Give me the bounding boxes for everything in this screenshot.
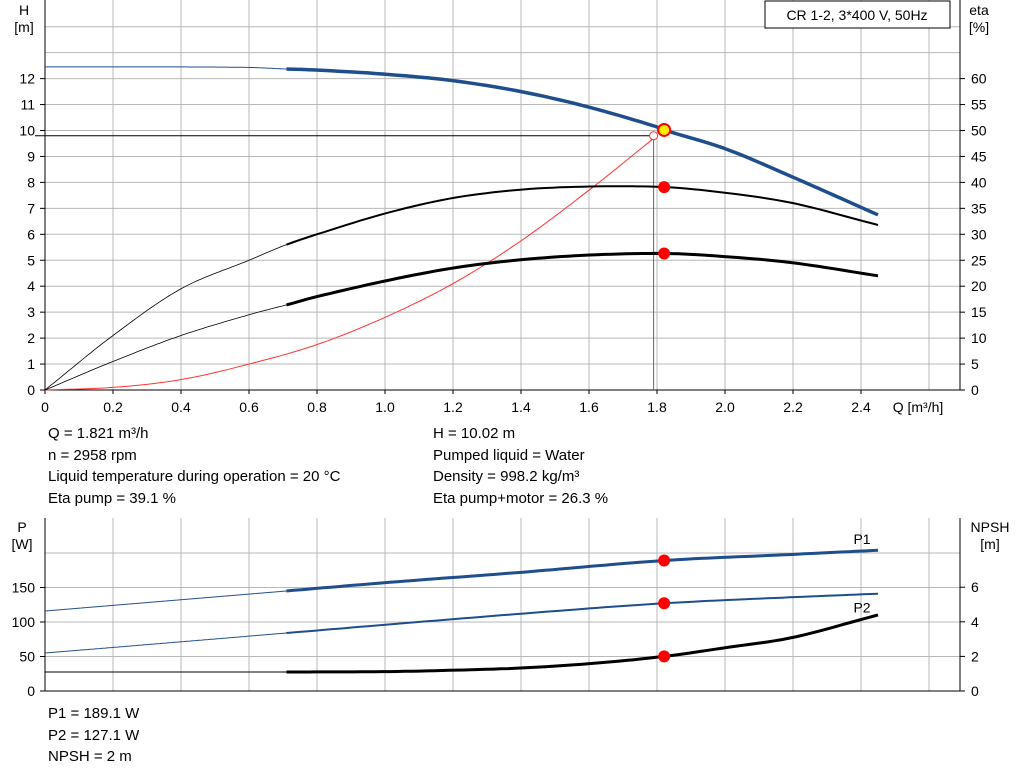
y-left-tick-label: 150 [12,580,36,596]
duty-point-eta-total-marker [658,247,671,260]
y-left-tick-label: 4 [27,278,35,294]
p1-curve [286,548,879,593]
npsh-curve [286,613,879,674]
eta-pump-curve-extrapolated [44,244,287,391]
duty-point-npsh-marker [658,650,671,663]
y-left-axis-label: P [W] [12,519,33,552]
x-axis-label: Q [m³/h] [893,399,944,415]
y-right-tick-label: 5 [971,356,979,372]
x-tick-label: 0.6 [239,399,259,415]
duty-info-right: H = 10.02 m Pumped liquid = Water Densit… [433,423,608,509]
system-curve [44,135,658,391]
head-curve [286,67,879,217]
info-p1: P1 = 189.1 W [48,705,140,722]
x-tick-label: 1.6 [579,399,599,415]
y-right-tick-label: 50 [971,123,987,139]
system-intersection-marker [649,131,659,141]
eta-total-curve-extrapolated [44,304,287,391]
y-right-axis-label: eta [%] [969,2,989,35]
info-p2: P2 = 127.1 W [48,726,140,744]
y-left-tick-label: 0 [27,382,35,398]
p2-series-label: P2 [853,600,870,616]
y-right-tick-label: 60 [971,71,987,87]
y-left-axis-label: H [m] [14,2,33,35]
y-right-tick-label: 10 [971,330,987,346]
y-right-axis-label: NPSH [m] [971,519,1010,552]
info-npsh: NPSH = 2 m [48,748,132,765]
p1-curve-extrapolated [44,590,287,612]
duty-info-left: Q = 1.821 m³/h n = 2958 rpm Liquid tempe… [48,423,340,509]
info-eta-pump-motor: Eta pump+motor = 26.3 % [433,489,609,507]
p1-series-label: P1 [853,531,870,547]
info-pumped-liquid: Pumped liquid = Water [433,446,585,464]
y-left-tick-label: 12 [19,71,35,87]
y-left-tick-label: 50 [19,649,35,665]
eta-pump-curve [286,185,879,246]
power-info: P1 = 189.1 W P2 = 127.1 W NPSH = 2 m [48,703,139,768]
x-tick-label: 1.8 [647,399,667,415]
x-tick-label: 0.2 [103,399,123,415]
y-left-tick-label: 11 [20,97,35,113]
y-left-tick-label: 8 [27,174,35,190]
head-curve-extrapolated [45,66,287,70]
info-liquid-temperature: Liquid temperature during operation = 20… [48,468,341,485]
duty-point-p1-marker [658,554,671,567]
y-right-tick-label: 40 [971,174,987,190]
y-left-tick-label: 7 [27,200,35,216]
x-tick-label: 0.8 [307,399,327,415]
duty-point-eta-pump-marker [658,181,671,194]
y-left-tick-label: 100 [12,614,36,630]
p2-curve [286,592,879,634]
y-left-tick-label: 1 [27,356,35,372]
y-right-tick-label: 0 [971,382,979,398]
info-eta-pump: Eta pump = 39.1 % [48,489,176,507]
y-right-tick-label: 45 [971,148,987,164]
y-left-tick-label: 0 [27,683,35,699]
x-tick-label: 2.2 [783,399,803,415]
y-right-tick-label: 4 [971,614,979,630]
y-right-tick-label: 20 [971,278,987,294]
y-right-tick-label: 35 [971,200,987,216]
title-box-text: CR 1-2, 3*400 V, 50Hz [786,7,927,23]
y-right-tick-label: 2 [971,648,979,664]
y-left-tick-label: 3 [27,304,35,320]
y-right-tick-label: 15 [971,304,987,320]
p2-curve-extrapolated [44,632,287,654]
info-density: Density = 998.2 kg/m³ [433,468,580,485]
x-tick-label: 2.4 [851,399,871,415]
y-right-tick-label: 55 [971,97,987,113]
eta-total-curve [286,251,879,307]
y-right-tick-label: 30 [971,226,987,242]
x-tick-label: 1.2 [443,399,463,415]
x-tick-label: 0 [41,399,49,415]
y-right-tick-label: 25 [971,252,987,268]
duty-point-p2-marker [658,597,671,610]
duty-point-head-marker [657,122,672,137]
info-head: H = 10.02 m [433,425,516,442]
y-right-tick-label: 0 [971,683,979,699]
info-flow: Q = 1.821 m³/h [48,425,149,442]
x-tick-label: 1.0 [375,399,395,415]
info-speed: n = 2958 rpm [48,446,137,464]
y-left-tick-label: 6 [27,226,35,242]
y-right-tick-label: 6 [971,579,979,595]
y-left-tick-label: 10 [19,123,35,139]
y-left-tick-label: 2 [27,330,35,346]
title-box [764,0,951,29]
y-left-tick-label: 9 [27,148,35,164]
y-left-tick-label: 5 [27,252,35,268]
x-tick-label: 2.0 [715,399,735,415]
x-tick-label: 1.4 [511,399,531,415]
x-tick-label: 0.4 [171,399,191,415]
